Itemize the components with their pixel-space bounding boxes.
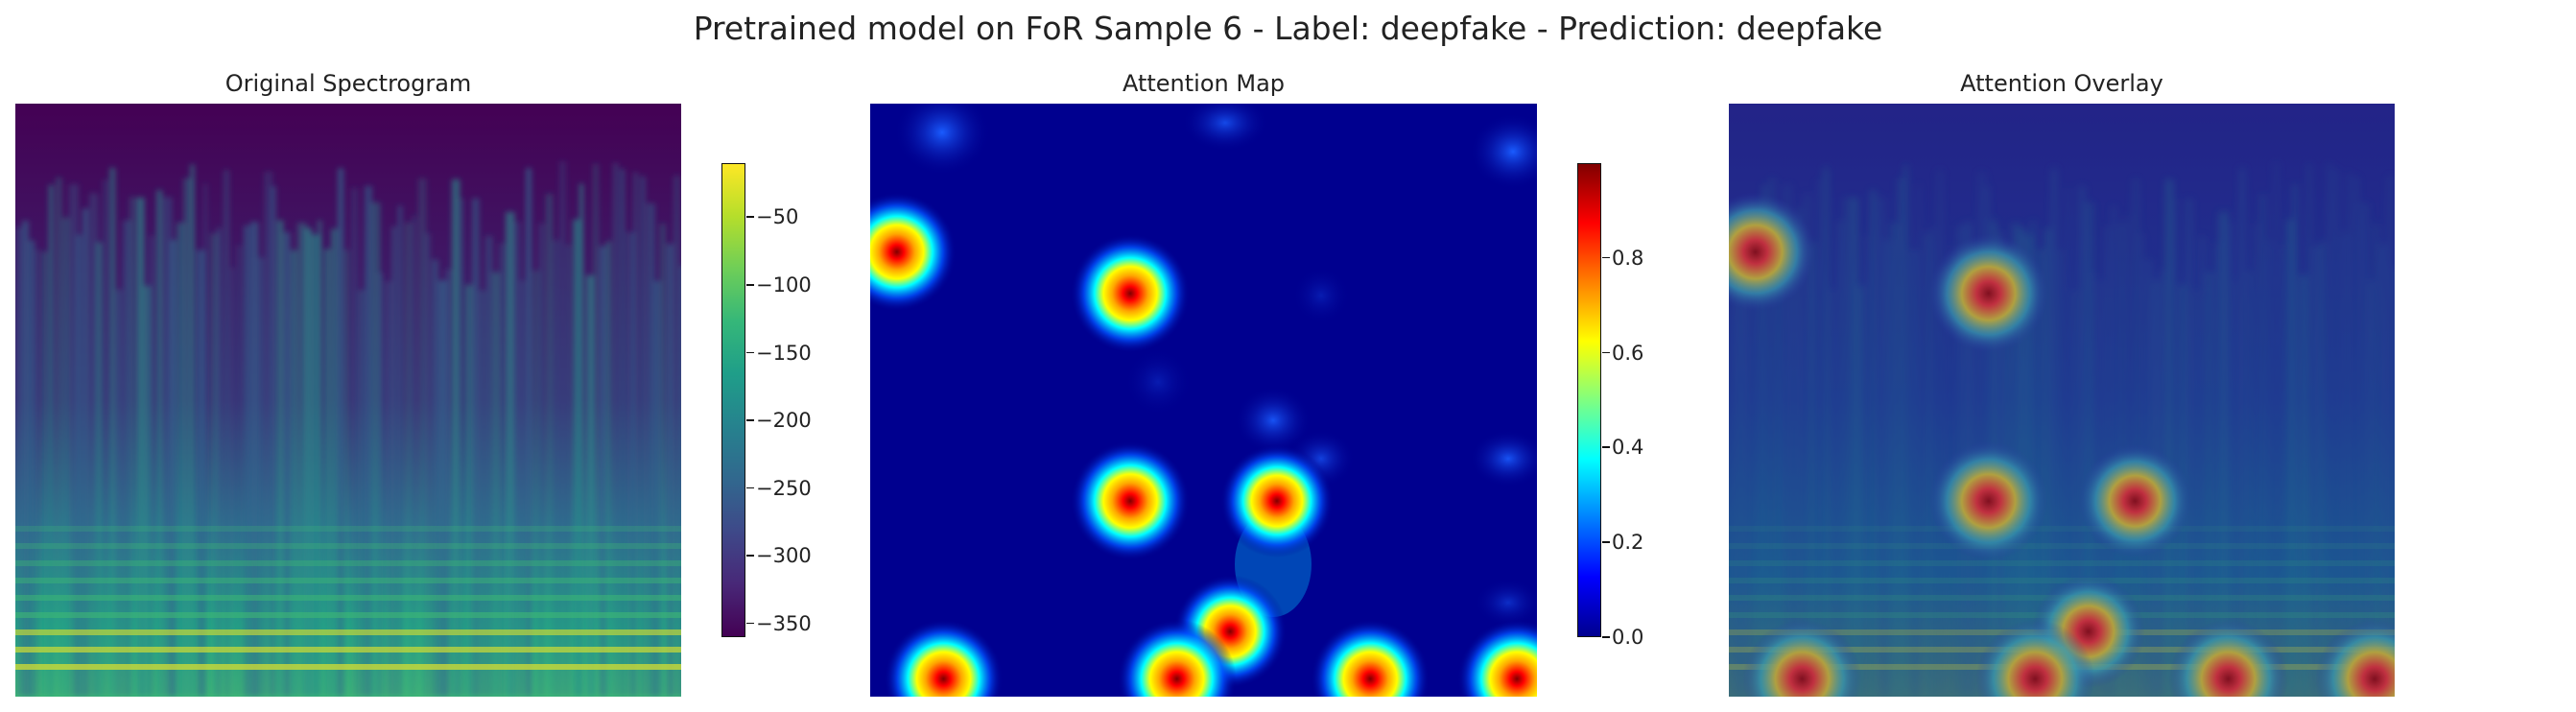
attention-overlay-plot xyxy=(1729,104,2395,697)
spectrogram-colorbar xyxy=(721,163,745,637)
overlay-hotspot xyxy=(2078,444,2192,558)
attention-colorbar-tick-label: 0.8 xyxy=(1601,246,1644,270)
attention-colorbar-tick-label: 0.2 xyxy=(1601,531,1644,555)
overlay-hotspot xyxy=(1928,233,2048,353)
spectrogram-colorbar-tick-label: −350 xyxy=(746,611,812,635)
overlay-hotspot xyxy=(2315,619,2395,697)
spectrogram-colorbar-tick-label: −150 xyxy=(746,341,812,365)
attention-hotspot xyxy=(1311,619,1430,697)
attention-colorbar-tick-label: 0.0 xyxy=(1601,626,1644,649)
attention-hotspots xyxy=(870,192,1537,697)
spectrogram-colorbar-tick-label: −50 xyxy=(745,205,799,229)
attention-map-title: Attention Map xyxy=(1122,70,1286,97)
attention-colorbar-tick-label: 0.4 xyxy=(1601,436,1644,460)
attention-hotspot xyxy=(870,192,957,312)
attention-colorbar-tick-label: 0.6 xyxy=(1601,341,1644,365)
spectrogram-plot xyxy=(15,104,681,697)
spectrogram-colorbar-tick-label: −300 xyxy=(746,544,812,568)
spectrogram-colorbar-tick-label: −200 xyxy=(746,409,812,433)
overlay-hotspot xyxy=(1975,619,2095,697)
attention-map-plot xyxy=(870,104,1537,697)
overlay-hotspot xyxy=(2168,619,2288,697)
spectrogram-title: Original Spectrogram xyxy=(225,70,472,97)
overlay-hotspots xyxy=(1729,192,2395,697)
attention-overlay-title: Attention Overlay xyxy=(1960,70,2163,97)
attention-hotspot xyxy=(884,619,1004,697)
attention-hotspot xyxy=(1071,441,1191,561)
overlay-hotspot xyxy=(1729,192,1815,312)
attention-hotspot xyxy=(1071,233,1191,353)
overlay-hotspot xyxy=(1742,619,1862,697)
attention-colorbar xyxy=(1577,163,1601,637)
spectrogram-bands xyxy=(15,526,681,670)
attention-hotspot xyxy=(1457,619,1537,697)
spectrogram-columns xyxy=(15,161,681,697)
overlay-hotspot xyxy=(1928,441,2048,561)
attention-hotspot xyxy=(1117,619,1237,697)
spectrogram-colorbar-tick-label: −100 xyxy=(746,273,812,297)
figure-title: Pretrained model on FoR Sample 6 - Label… xyxy=(693,10,1883,47)
spectrogram-colorbar-tick-label: −250 xyxy=(746,476,812,500)
attention-hotspot xyxy=(1220,444,1334,558)
